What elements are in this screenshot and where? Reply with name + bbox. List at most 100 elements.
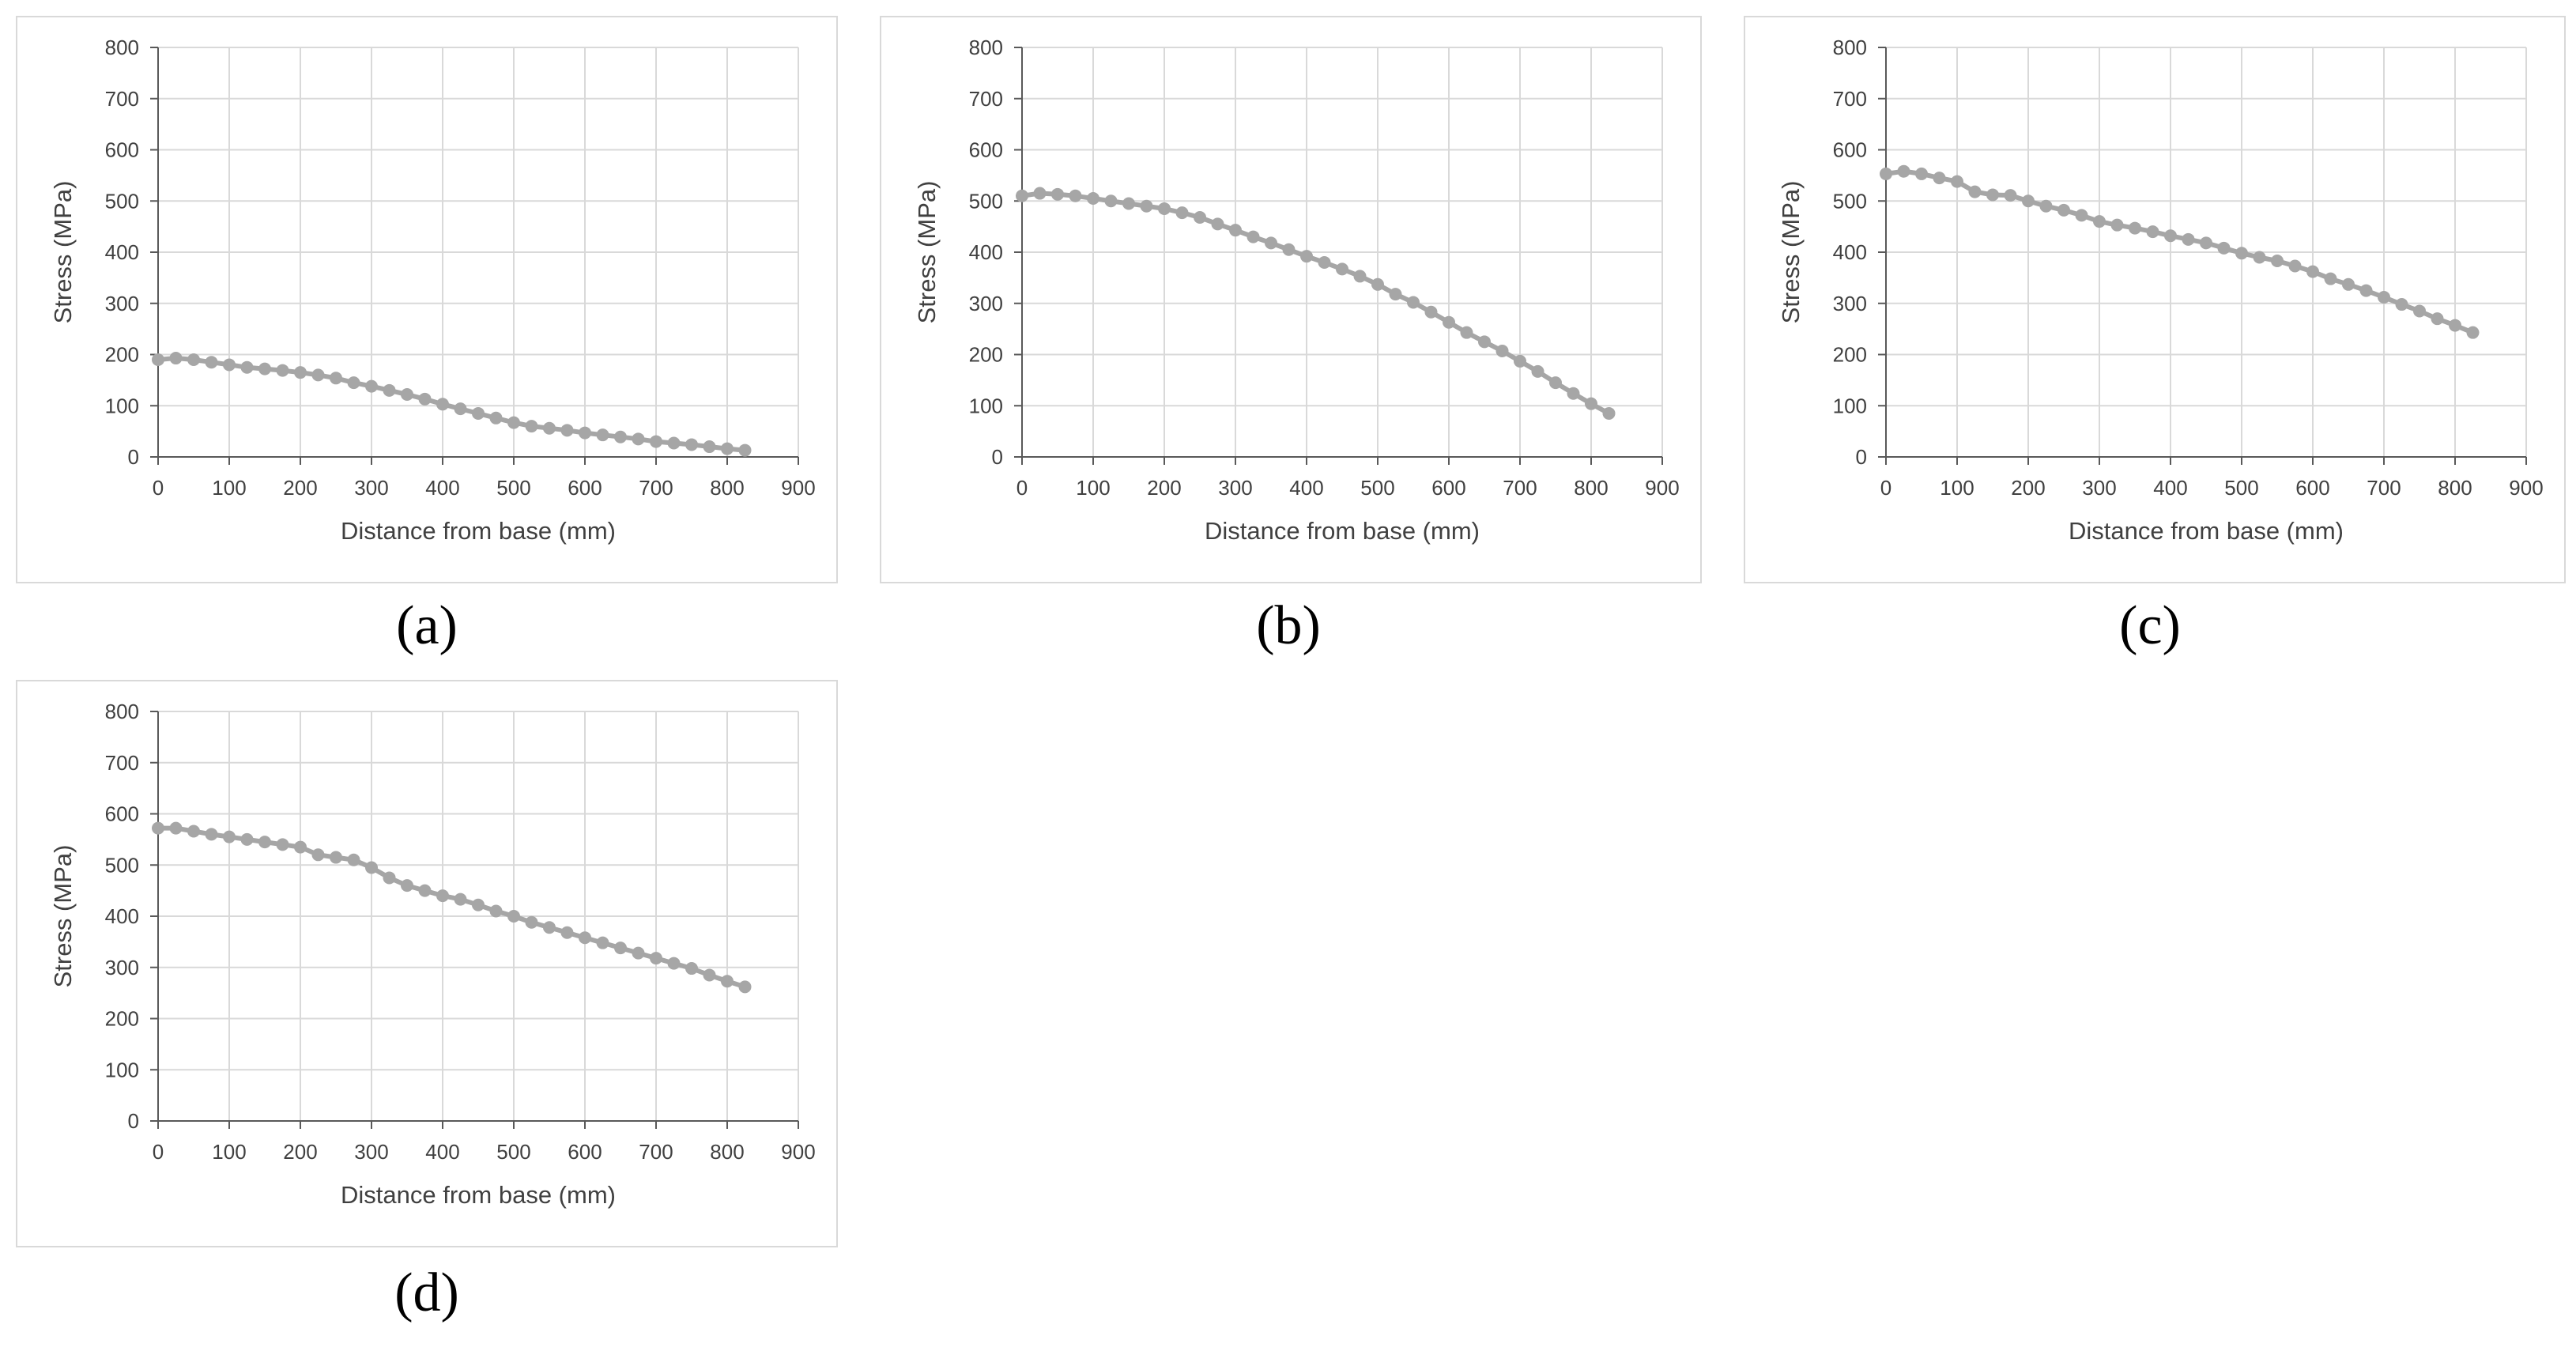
x-tick-label: 100: [1940, 476, 1974, 500]
data-point: [1318, 255, 1331, 269]
x-tick-label: 400: [425, 1140, 459, 1164]
x-tick-label: 200: [1147, 476, 1181, 500]
data-point: [1371, 277, 1384, 291]
y-tick-label: 0: [992, 445, 1003, 469]
data-point: [1549, 376, 1562, 390]
chart-frame: [880, 16, 1702, 583]
data-point: [2022, 194, 2035, 208]
data-point: [258, 362, 271, 375]
data-point: [436, 889, 449, 903]
x-tick-label: 500: [496, 1140, 530, 1164]
data-point: [2449, 319, 2461, 332]
y-tick-label: 500: [1833, 189, 1867, 213]
data-point: [1585, 397, 1597, 410]
data-point: [1968, 185, 1982, 198]
data-point: [543, 421, 556, 435]
data-point: [1514, 354, 1526, 368]
data-point: [311, 368, 325, 382]
data-point: [223, 358, 236, 372]
y-tick-label: 300: [969, 292, 1003, 315]
y-tick-label: 600: [1833, 138, 1867, 162]
data-point: [596, 936, 609, 949]
x-tick-label: 500: [2224, 476, 2258, 500]
y-tick-label: 700: [1833, 87, 1867, 111]
data-point: [489, 411, 503, 425]
x-tick-label: 200: [2011, 476, 2045, 500]
x-axis-title: Distance from base (mm): [341, 517, 616, 545]
x-tick-label: 300: [1218, 476, 1252, 500]
panel-label-c: (c): [2119, 595, 2181, 656]
x-tick-label: 700: [639, 476, 673, 500]
x-tick-label: 400: [1289, 476, 1323, 500]
data-point: [2431, 312, 2444, 326]
data-point: [2110, 218, 2124, 232]
data-point: [738, 980, 752, 994]
data-point: [1389, 288, 1402, 301]
data-point: [1140, 199, 1153, 213]
y-tick-label: 400: [105, 904, 139, 928]
data-point: [205, 828, 218, 841]
data-point: [1986, 188, 1999, 202]
x-tick-label: 900: [2509, 476, 2543, 500]
data-point: [223, 830, 236, 843]
data-point: [1407, 296, 1420, 309]
data-point: [2395, 298, 2408, 311]
data-point: [596, 428, 609, 442]
y-tick-label: 600: [105, 138, 139, 162]
x-tick-label: 800: [1574, 476, 1608, 500]
x-tick-label: 700: [2367, 476, 2401, 500]
chart-panel-d: 0 100 200 300 400 500 600 700 800 0 100 200 300 400 50…: [16, 680, 838, 1247]
data-point: [2217, 241, 2231, 255]
data-point: [614, 942, 627, 955]
data-point: [2164, 229, 2177, 243]
data-point: [1104, 194, 1118, 208]
y-tick-label: 800: [105, 700, 139, 723]
data-point: [472, 406, 485, 420]
x-axis-title: Distance from base (mm): [1205, 517, 1480, 545]
x-axis-title: Distance from base (mm): [2069, 517, 2344, 545]
data-point: [2200, 236, 2212, 250]
data-point: [1443, 315, 1455, 329]
x-tick-label: 300: [2082, 476, 2116, 500]
data-point: [472, 898, 485, 911]
data-point: [311, 848, 325, 862]
y-tick-label: 200: [1833, 343, 1867, 367]
data-point: [1933, 172, 1946, 185]
data-point: [454, 402, 467, 416]
data-point: [169, 352, 183, 365]
y-axis-title: Stress (MPa): [1777, 181, 1805, 324]
data-point: [1016, 189, 1028, 202]
data-point: [365, 861, 378, 874]
x-tick-label: 900: [781, 1140, 815, 1164]
data-point: [1897, 164, 1910, 178]
data-point: [1247, 230, 1260, 243]
y-axis-title: Stress (MPa): [49, 845, 77, 988]
chart-panel-c: 0 100 200 300 400 500 600 700 800 0 100 200 300 400 50…: [1744, 16, 2566, 583]
chart-frame: [16, 680, 838, 1247]
series-line: [156, 356, 748, 453]
data-point: [2466, 326, 2480, 339]
y-tick-label: 600: [105, 802, 139, 826]
data-point: [2093, 215, 2106, 228]
x-tick-label: 100: [1076, 476, 1110, 500]
y-tick-label: 0: [128, 1109, 139, 1133]
data-point: [1602, 406, 1616, 420]
data-point: [703, 440, 716, 454]
x-tick-label: 600: [568, 476, 602, 500]
data-point: [1880, 167, 1892, 180]
x-tick-label: 800: [710, 476, 744, 500]
x-tick-label: 0: [153, 1140, 164, 1164]
data-point: [365, 379, 378, 393]
data-point: [2342, 277, 2355, 291]
y-tick-label: 0: [1856, 445, 1867, 469]
data-point: [1336, 262, 1348, 276]
y-tick-label: 700: [969, 87, 1003, 111]
data-point: [1567, 387, 1580, 400]
y-tick-label: 100: [105, 394, 139, 417]
chart-c: 0 100 200 300 400 500 600 700 800 0 100 200 300 400 50…: [1744, 16, 2566, 583]
data-point: [330, 372, 342, 385]
data-point: [667, 436, 681, 450]
data-point: [1300, 250, 1313, 263]
y-axis-title: Stress (MPa): [49, 181, 77, 324]
data-point: [2288, 259, 2302, 273]
